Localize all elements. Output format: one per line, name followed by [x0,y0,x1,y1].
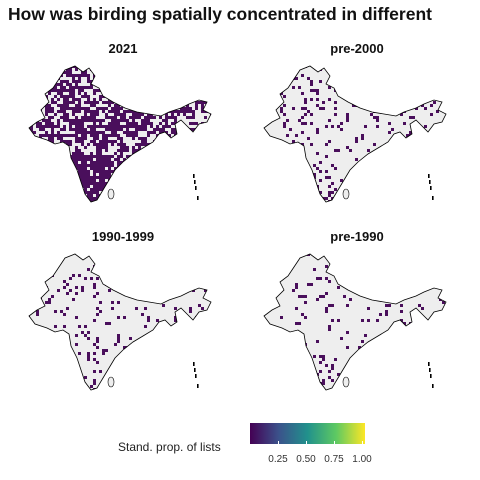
country-outline [263,253,447,391]
island-mark [194,180,196,184]
island-mark [430,374,432,378]
legend-colorbar [250,423,365,444]
legend-tickmark [334,441,335,444]
island-mark [197,384,199,388]
island-outline [342,188,350,200]
land-area [29,254,211,390]
island-mark [193,174,195,178]
map-panel-1990-1999 [28,253,212,391]
island-mark [428,174,430,178]
land-area [264,254,446,390]
island-mark [193,362,195,366]
map-panel-pre-1990 [263,253,447,391]
map-panel-pre-2000 [263,65,447,203]
panel-label-2021: 2021 [108,41,138,56]
legend-tick-label: 0.25 [268,454,288,465]
island-mark [432,384,434,388]
island-mark [432,196,434,200]
chart-title: How was birding spatially concentrated i… [8,4,432,24]
map-panel-2021 [28,65,212,203]
legend-tickmark [278,441,279,444]
island-mark [197,196,199,200]
island-outline [107,376,115,388]
legend-title: Stand. prop. of lists [118,440,221,454]
legend-tick-label: 1.00 [352,454,372,465]
island-mark [430,186,432,190]
island-mark [194,368,196,372]
country-outline [28,65,212,203]
island-outline [107,188,115,200]
country-outline [263,65,447,203]
legend-tick-label: 0.75 [324,454,344,465]
island-mark [195,374,197,378]
island-mark [429,368,431,372]
panel-label-pre-1990: pre-1990 [330,229,384,244]
legend-tick-label: 0.50 [296,454,316,465]
observation-cells [29,66,211,202]
land-area [264,66,446,202]
legend-tickmark [362,441,363,444]
panel-label-1990-1999: 1990-1999 [91,229,155,244]
island-outline [342,376,350,388]
panel-label-pre-2000: pre-2000 [330,41,384,56]
island-mark [428,362,430,366]
island-mark [195,186,197,190]
country-outline [28,253,212,391]
island-mark [429,180,431,184]
legend-tickmark [306,441,307,444]
